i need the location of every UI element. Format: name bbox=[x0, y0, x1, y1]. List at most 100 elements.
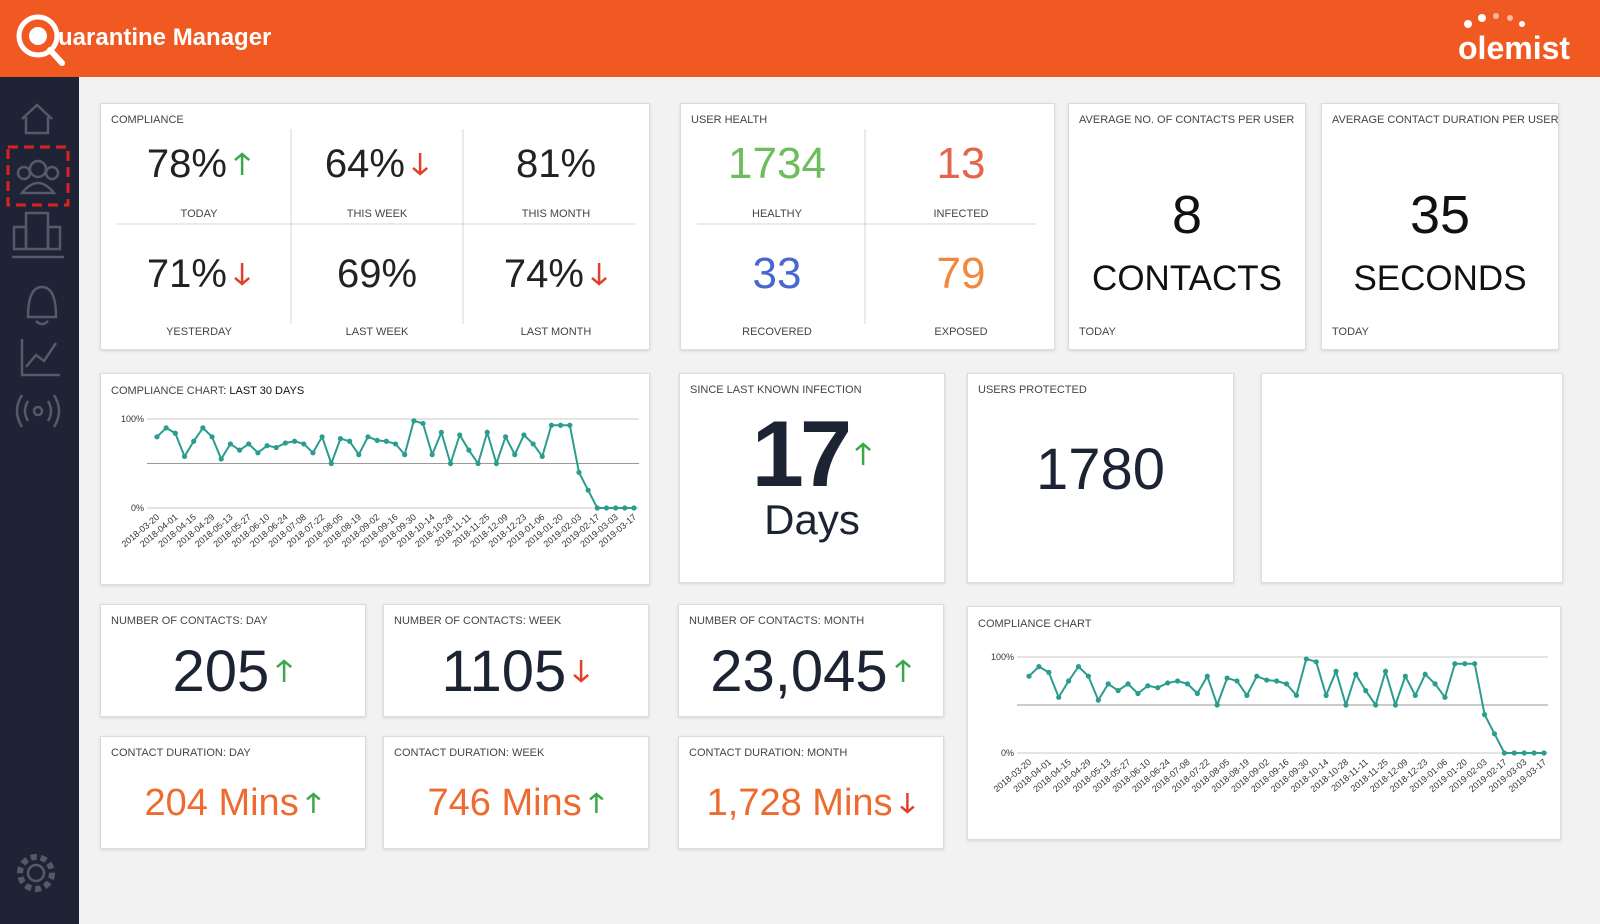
point bbox=[447, 460, 454, 467]
title-text: COMPLIANCE CHART bbox=[978, 618, 1092, 630]
point bbox=[502, 434, 509, 440]
point bbox=[1056, 694, 1062, 700]
bell-icon[interactable] bbox=[26, 285, 58, 326]
point bbox=[466, 447, 472, 453]
point bbox=[1382, 668, 1389, 674]
point bbox=[1412, 692, 1418, 698]
point bbox=[374, 437, 380, 443]
arrow-shape bbox=[234, 263, 250, 286]
item-label: LAST MONTH bbox=[520, 326, 592, 338]
point bbox=[200, 425, 206, 431]
point bbox=[1531, 750, 1537, 756]
trend-arrow-down bbox=[573, 660, 590, 683]
point bbox=[411, 418, 417, 424]
home-icon[interactable] bbox=[21, 103, 53, 135]
value: 78% bbox=[146, 141, 227, 186]
point bbox=[255, 450, 261, 456]
point bbox=[1026, 673, 1032, 679]
users-protected-card: USERS PROTECTED 1780 bbox=[967, 373, 1234, 583]
point bbox=[1462, 661, 1468, 667]
arrow-shape bbox=[573, 660, 590, 683]
point bbox=[613, 505, 619, 511]
point bbox=[1145, 683, 1151, 689]
analytics-icon[interactable] bbox=[20, 339, 60, 377]
point bbox=[1214, 702, 1220, 708]
point bbox=[1501, 750, 1507, 756]
point bbox=[319, 434, 325, 440]
value: 13 bbox=[936, 139, 986, 188]
trend-arrow-up bbox=[588, 792, 604, 813]
point bbox=[1174, 678, 1181, 684]
point bbox=[337, 435, 344, 442]
chart-title: COMPLIANCE CHART bbox=[978, 618, 1092, 630]
point bbox=[1036, 664, 1042, 670]
settings-icon[interactable] bbox=[17, 854, 55, 892]
avg-contacts-card: AVERAGE NO. OF CONTACTS PER USER 8 CONTACT… bbox=[1068, 103, 1306, 350]
big-value: 35 bbox=[1409, 185, 1471, 245]
point bbox=[438, 429, 444, 435]
point bbox=[594, 505, 600, 511]
item-label: LAST WEEK bbox=[345, 326, 409, 338]
point bbox=[1521, 750, 1527, 756]
value: 69% bbox=[336, 251, 418, 296]
point bbox=[1363, 688, 1369, 694]
user-health-card: USER HEALTH 1734 HEALTHY 13 INFECTED 33 RECOVE… bbox=[680, 103, 1055, 350]
buildings-icon[interactable] bbox=[12, 211, 64, 259]
point bbox=[1075, 664, 1082, 670]
trend-arrow-down bbox=[591, 263, 607, 286]
broadcast-icon[interactable] bbox=[15, 394, 61, 428]
since-infection-card: SINCE LAST KNOWN INFECTION 17 Days bbox=[679, 373, 945, 583]
point bbox=[1432, 681, 1438, 687]
item-label: TODAY bbox=[180, 208, 218, 220]
point bbox=[420, 420, 426, 427]
divider-layer bbox=[697, 129, 1036, 324]
dividers bbox=[117, 129, 635, 324]
point bbox=[181, 453, 188, 459]
value-row: 79 bbox=[871, 249, 1051, 299]
sidebar-icons bbox=[6, 103, 70, 892]
card-title: NUMBER OF CONTACTS: WEEK bbox=[394, 615, 562, 627]
value-row: 17 bbox=[680, 401, 944, 506]
point bbox=[512, 452, 518, 458]
point bbox=[1541, 750, 1547, 756]
brand: olemist bbox=[1458, 30, 1571, 66]
duration-card: CONTACT DURATION: DAY 204 Mins bbox=[100, 736, 366, 849]
y-tick-label: 0% bbox=[131, 503, 144, 513]
card-title: CONTACT DURATION: DAY bbox=[111, 747, 251, 759]
point bbox=[1194, 690, 1200, 697]
avg-duration-card: AVERAGE CONTACT DURATION PER USER 35 SECON… bbox=[1321, 103, 1559, 350]
value-row: 33 bbox=[687, 249, 867, 299]
point bbox=[1422, 671, 1428, 677]
arrow-shape bbox=[588, 792, 604, 813]
point bbox=[558, 422, 564, 428]
point bbox=[264, 443, 270, 449]
point bbox=[1402, 673, 1408, 679]
value-row: 81% bbox=[466, 139, 646, 189]
point bbox=[1105, 681, 1111, 687]
trend-arrow-up bbox=[305, 792, 321, 813]
point bbox=[310, 450, 316, 456]
card-title: NUMBER OF CONTACTS: DAY bbox=[111, 615, 268, 627]
item-label: RECOVERED bbox=[742, 326, 812, 338]
y-tick-label: 100% bbox=[991, 652, 1014, 662]
users-icon[interactable] bbox=[6, 145, 70, 207]
arrow-shape bbox=[894, 659, 911, 682]
card-title: USERS PROTECTED bbox=[978, 384, 1087, 396]
footer-label: TODAY bbox=[1079, 326, 1116, 338]
point bbox=[1115, 688, 1121, 694]
point bbox=[1511, 750, 1517, 756]
point bbox=[1353, 671, 1359, 677]
point bbox=[622, 505, 628, 511]
point bbox=[1442, 694, 1448, 700]
title-text: COMPLIANCE CHART bbox=[111, 385, 225, 397]
point bbox=[154, 434, 160, 440]
point bbox=[567, 422, 573, 428]
arrow-shape bbox=[855, 442, 872, 465]
sidebar bbox=[0, 77, 79, 924]
card-title: CONTACT DURATION: WEEK bbox=[394, 747, 545, 759]
point bbox=[585, 487, 591, 493]
point bbox=[1273, 678, 1280, 684]
point bbox=[356, 452, 362, 458]
value-row: 64% bbox=[287, 139, 467, 189]
point bbox=[1204, 673, 1210, 679]
